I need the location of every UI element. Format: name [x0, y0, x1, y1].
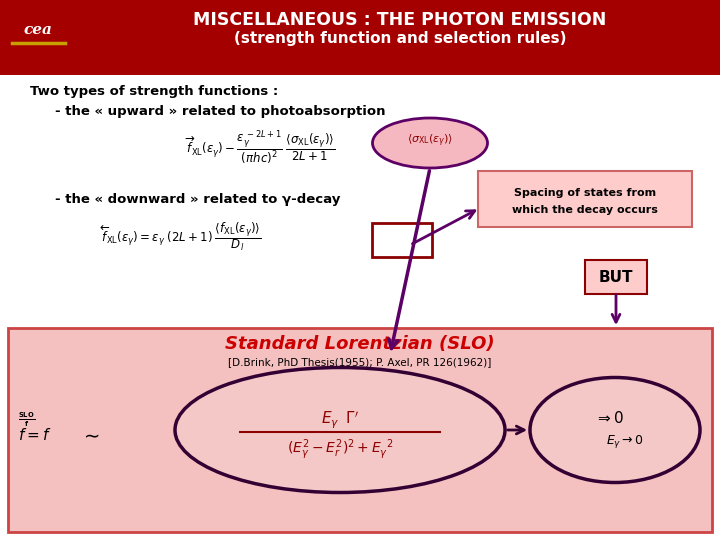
Text: $E_\gamma \to 0$: $E_\gamma \to 0$ [606, 434, 644, 450]
Text: - the « upward » related to photoabsorption: - the « upward » related to photoabsorpt… [55, 105, 385, 118]
Ellipse shape [530, 377, 700, 483]
Text: $f = f$: $f = f$ [18, 427, 51, 443]
Ellipse shape [175, 368, 505, 492]
Text: $\langle\sigma_{\mathrm{XL}}(\epsilon_\gamma)\rangle$: $\langle\sigma_{\mathrm{XL}}(\epsilon_\g… [407, 133, 453, 149]
Text: $E_\gamma \;\; \Gamma'$: $E_\gamma \;\; \Gamma'$ [321, 409, 359, 430]
Text: BUT: BUT [599, 269, 634, 285]
Text: - the « downward » related to γ-decay: - the « downward » related to γ-decay [55, 193, 341, 206]
Text: Standard Lorentzian (SLO): Standard Lorentzian (SLO) [225, 335, 495, 353]
Text: $\sim$: $\sim$ [80, 426, 100, 444]
Text: $\overrightarrow{f}_{\mathrm{XL}}(\epsilon_\gamma) - \dfrac{\epsilon_\gamma^{\,-: $\overrightarrow{f}_{\mathrm{XL}}(\epsil… [185, 129, 336, 167]
FancyBboxPatch shape [585, 260, 647, 294]
Text: MISCELLANEOUS : THE PHOTON EMISSION: MISCELLANEOUS : THE PHOTON EMISSION [193, 11, 607, 29]
Text: cea: cea [24, 23, 53, 37]
Text: (strength function and selection rules): (strength function and selection rules) [234, 30, 566, 45]
Text: which the decay occurs: which the decay occurs [512, 205, 658, 215]
Text: $\mathbf{\frac{SLO}{f}}$: $\mathbf{\frac{SLO}{f}}$ [18, 411, 35, 429]
Text: [D.Brink, PhD Thesis(1955); P. Axel, PR 126(1962)]: [D.Brink, PhD Thesis(1955); P. Axel, PR … [228, 357, 492, 367]
Text: Spacing of states from: Spacing of states from [514, 188, 656, 198]
Text: $(E_\gamma^2 - E_r^2)^2 + E_\gamma^{\;\;2}$: $(E_\gamma^2 - E_r^2)^2 + E_\gamma^{\;\;… [287, 438, 393, 462]
Ellipse shape [372, 118, 487, 168]
Polygon shape [0, 0, 720, 75]
FancyBboxPatch shape [478, 171, 692, 227]
FancyBboxPatch shape [8, 328, 712, 532]
Text: $\Rightarrow 0$: $\Rightarrow 0$ [595, 410, 625, 426]
Text: Two types of strength functions :: Two types of strength functions : [30, 85, 278, 98]
Text: $\overleftarrow{f}_{\mathrm{XL}}(\epsilon_\gamma) = \epsilon_\gamma\;(2L+1)\;\df: $\overleftarrow{f}_{\mathrm{XL}}(\epsilo… [100, 220, 261, 253]
